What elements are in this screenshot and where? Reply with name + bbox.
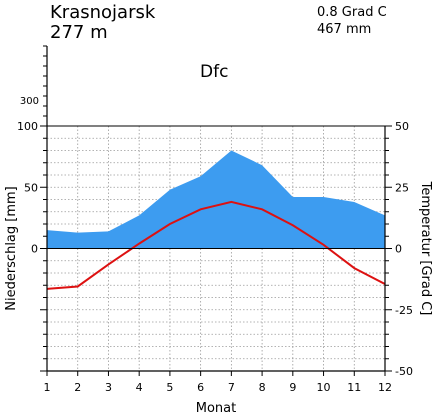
annual-precipitation: 467 mm xyxy=(317,22,372,37)
right-tick-label: 25 xyxy=(395,181,409,194)
station-elevation: 277 m xyxy=(50,22,108,43)
x-tick-label: 10 xyxy=(317,381,331,394)
left-axis-title: Niederschlag [mm] xyxy=(4,186,19,311)
x-tick-label: 5 xyxy=(166,381,173,394)
right-axis-title: Temperatur [Grad C] xyxy=(418,181,433,316)
x-tick-label: 1 xyxy=(44,381,51,394)
left-tick-label: 50 xyxy=(24,181,38,194)
axes xyxy=(40,45,392,376)
x-axis-title: Monat xyxy=(196,401,236,416)
x-tick-label: 7 xyxy=(228,381,235,394)
station-name: Krasnojarsk xyxy=(50,2,156,23)
left-tick-label: 100 xyxy=(17,120,38,133)
x-tick-label: 9 xyxy=(289,381,296,394)
right-tick-label: 50 xyxy=(395,120,409,133)
x-tick-label: 8 xyxy=(259,381,266,394)
x-tick-label: 11 xyxy=(347,381,361,394)
x-tick-label: 4 xyxy=(136,381,143,394)
right-tick-label: -25 xyxy=(395,304,413,317)
x-tick-label: 2 xyxy=(74,381,81,394)
precipitation-area-shape xyxy=(47,150,385,249)
climate-class: Dfc xyxy=(200,62,229,82)
x-tick-label: 6 xyxy=(197,381,204,394)
left-upper-tick-label: 300 xyxy=(20,96,39,107)
left-tick-label: 0 xyxy=(31,243,38,256)
right-tick-label: 0 xyxy=(395,243,402,256)
mean-temperature: 0.8 Grad C xyxy=(317,5,387,20)
precipitation-area xyxy=(46,150,386,249)
right-tick-label: -50 xyxy=(395,365,413,378)
x-tick-label: 3 xyxy=(105,381,112,394)
x-tick-label: 12 xyxy=(378,381,392,394)
